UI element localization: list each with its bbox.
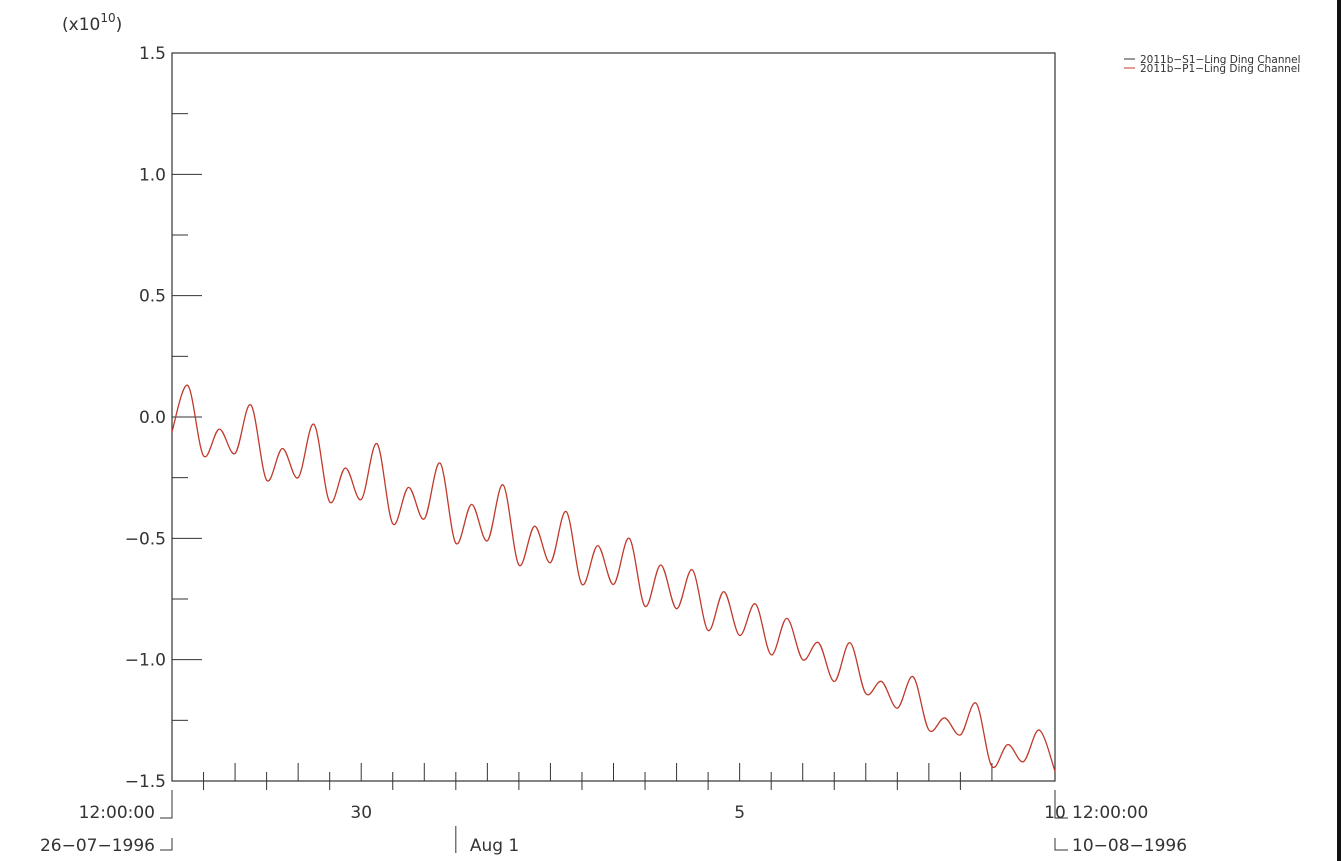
- y-tick-label: 0.0: [139, 408, 166, 428]
- x-day-label: 5: [734, 803, 745, 823]
- x-end-date-label: 10−08−1996: [1072, 836, 1187, 856]
- y-tick-label: −0.5: [125, 529, 166, 549]
- series-line: [171, 384, 1056, 772]
- x-start-time-label: 12:00:00: [79, 803, 155, 823]
- series-layer: [171, 384, 1056, 772]
- y-tick-label: 1.0: [139, 165, 166, 185]
- x-day-label: 30: [350, 803, 372, 823]
- x-end-bracket-top: [1054, 790, 1068, 819]
- y-multiplier-label: (x1010): [62, 11, 122, 35]
- x-start-bracket-top: [160, 790, 173, 819]
- legend-entry: 2011b−S1−Ling Ding Channel: [1140, 54, 1301, 66]
- x-start-bracket-bottom: [160, 838, 173, 851]
- y-axis: −1.5 −1.0 −0.5 0.0 0.5 1.0 1.5: [125, 44, 202, 792]
- x-start-date-label: 26−07−1996: [40, 836, 155, 856]
- plot-frame: [171, 52, 1056, 782]
- y-tick-label: 0.5: [139, 287, 166, 307]
- y-tick-label: 1.5: [139, 44, 166, 64]
- y-tick-label: −1.0: [125, 651, 166, 671]
- legend: 2011b−S1−Ling Ding Channel2011b−P1−Ling …: [1124, 54, 1301, 75]
- y-tick-label: −1.5: [125, 772, 166, 792]
- right-edge-bar: [1337, 0, 1341, 861]
- legend-entry: 2011b−P1−Ling Ding Channel: [1140, 63, 1300, 75]
- x-month-label: Aug 1: [470, 836, 519, 856]
- x-end-time-label: 12:00:00: [1072, 803, 1148, 823]
- x-end-bracket-bottom: [1054, 838, 1068, 851]
